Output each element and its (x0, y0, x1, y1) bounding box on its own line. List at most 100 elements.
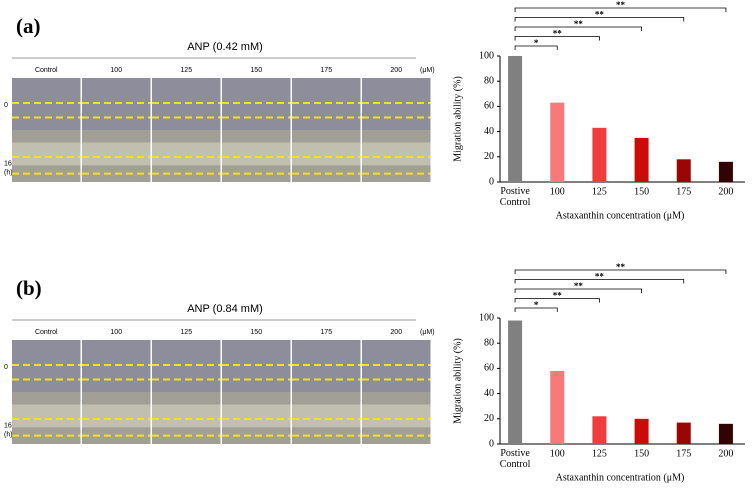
column-label: Control (35, 329, 58, 336)
significance-label: ** (553, 29, 563, 39)
row-label: 0 (4, 102, 8, 109)
significance-bracket (514, 269, 727, 274)
y-tick-label: 20 (484, 413, 494, 424)
significance-bracket (514, 36, 600, 41)
x-tick-label: Postive Control (500, 186, 531, 208)
wound-area (12, 142, 81, 166)
column-label: 150 (250, 67, 262, 74)
x-tick-label: Postive Control (500, 448, 531, 470)
significance-bracket (514, 7, 727, 12)
significance-label: * (534, 38, 539, 48)
wound-area (362, 404, 431, 428)
bar (676, 159, 691, 182)
micrograph (82, 340, 151, 392)
bar (592, 416, 607, 444)
y-tick-label: 0 (489, 438, 494, 449)
wound-area (292, 142, 361, 166)
image-title: ANP (0.42 mM) (187, 41, 263, 53)
y-tick-label: 20 (484, 151, 494, 162)
column-label: 175 (320, 67, 332, 74)
unit-label: (μM) (420, 67, 435, 74)
panel-label: (b) (16, 276, 42, 300)
significance-label: ** (595, 10, 605, 20)
bar (508, 320, 523, 444)
micrograph (152, 78, 221, 130)
unit-label: (μM) (420, 329, 435, 336)
significance-label: ** (574, 19, 584, 29)
x-axis-label: Astaxanthin concentration (μM) (556, 210, 685, 221)
wound-area (222, 404, 291, 428)
micrograph (12, 340, 81, 392)
x-tick-label: 150 (634, 186, 649, 197)
wound-area (362, 142, 431, 166)
column-label: 100 (110, 67, 122, 74)
y-tick-label: 40 (484, 388, 494, 399)
column-label: 200 (390, 67, 402, 74)
bar (550, 370, 565, 444)
significance-label: ** (616, 0, 626, 10)
bar (676, 422, 691, 444)
x-tick-label: 125 (592, 448, 607, 459)
bar (718, 161, 733, 182)
significance-bracket (514, 26, 642, 31)
x-tick-label: 100 (550, 448, 565, 459)
micrograph (222, 340, 291, 392)
y-tick-label: 60 (484, 363, 494, 374)
wound-area (82, 142, 151, 166)
image-title: ANP (0.84 mM) (187, 303, 263, 315)
y-tick-label: 60 (484, 101, 494, 112)
column-label: 175 (320, 329, 332, 336)
micrograph (292, 340, 361, 392)
micrograph (152, 340, 221, 392)
column-label: 125 (180, 329, 192, 336)
wound-area (152, 142, 221, 166)
y-tick-label: 40 (484, 126, 494, 137)
significance-bracket (514, 279, 685, 284)
x-tick-label: 150 (634, 448, 649, 459)
row-label: 0 (4, 364, 8, 371)
y-tick-label: 0 (489, 176, 494, 187)
y-axis-label: Migration ability (%) (452, 76, 463, 162)
y-tick-label: 100 (479, 312, 494, 323)
significance-label: ** (574, 281, 584, 291)
significance-bracket (514, 17, 685, 22)
micrograph (292, 78, 361, 130)
wound-area (222, 142, 291, 166)
significance-bracket (514, 307, 558, 312)
column-label: 100 (110, 329, 122, 336)
significance-bracket (514, 298, 600, 303)
x-tick-label: 100 (550, 186, 565, 197)
significance-label: ** (553, 291, 563, 301)
significance-bracket (514, 45, 558, 50)
wound-area (152, 404, 221, 428)
micrograph (362, 78, 431, 130)
y-axis-label: Migration ability (%) (452, 338, 463, 424)
micrograph (222, 78, 291, 130)
wound-area (12, 404, 81, 428)
bar (508, 56, 523, 182)
micrograph (82, 78, 151, 130)
y-tick-label: 80 (484, 75, 494, 86)
x-tick-label: 125 (592, 186, 607, 197)
bar (634, 137, 649, 182)
significance-label: ** (616, 262, 626, 272)
x-tick-label: 175 (676, 186, 691, 197)
y-tick-label: 100 (479, 50, 494, 61)
row-label: 16 (h) (4, 422, 13, 438)
column-label: Control (35, 67, 58, 74)
micrograph (362, 340, 431, 392)
column-label: 200 (390, 329, 402, 336)
bar (634, 418, 649, 444)
bar (592, 127, 607, 182)
micrograph (12, 78, 81, 130)
x-tick-label: 200 (718, 448, 733, 459)
bar (718, 423, 733, 444)
significance-bracket (514, 288, 642, 293)
column-label: 150 (250, 329, 262, 336)
x-axis-label: Astaxanthin concentration (μM) (556, 472, 685, 483)
wound-area (292, 404, 361, 428)
x-tick-label: 200 (718, 186, 733, 197)
wound-area (82, 404, 151, 428)
panel-label: (a) (16, 14, 41, 38)
